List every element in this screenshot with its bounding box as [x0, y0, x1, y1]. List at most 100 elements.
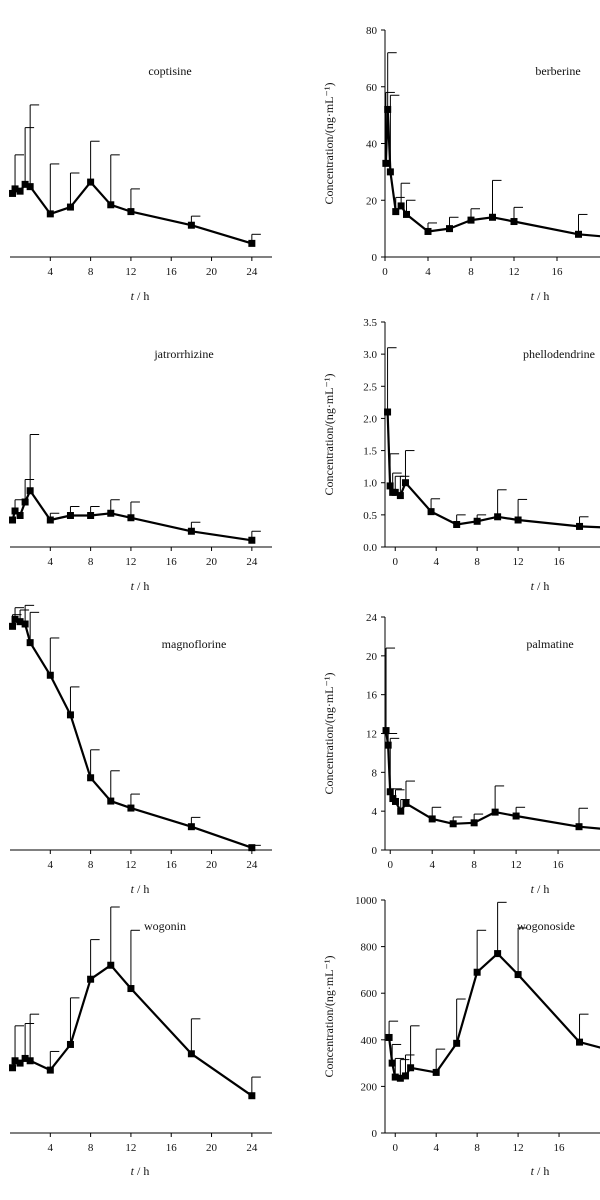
y-tick-label: 3.5: [363, 317, 377, 329]
data-point: [66, 512, 74, 519]
data-point: [16, 618, 24, 626]
series-line: [11, 618, 253, 849]
data-point: [46, 210, 54, 218]
chart-title: palmatine: [526, 637, 573, 651]
data-point: [21, 1054, 29, 1062]
x-axis-title: t / h: [131, 1164, 150, 1178]
x-tick-label: 12: [509, 266, 520, 278]
x-tick-label: 4: [48, 1142, 54, 1154]
x-axis-title-var: t: [531, 1164, 535, 1178]
x-tick-label: 4: [429, 859, 435, 871]
x-tick-label: 8: [468, 266, 474, 278]
chart-panel-1: 4 8 12 16 20 24 t / h coptisine: [9, 64, 272, 303]
x-axis-title: t / h: [531, 882, 550, 896]
x-tick-label: 12: [125, 266, 136, 278]
data-point: [453, 1039, 461, 1047]
data-point: [248, 844, 256, 852]
x-tick-label: 4: [48, 859, 54, 871]
chart-panel-5: 4 8 12 16 20 24 t / h magnoflorine: [9, 604, 272, 896]
chart-title: wogonoside: [517, 919, 575, 933]
x-tick-label: 0: [392, 556, 398, 568]
chart-title: wogonin: [144, 919, 186, 933]
chart-title: coptisine: [148, 64, 191, 78]
data-point: [9, 622, 17, 630]
data-point: [473, 968, 481, 976]
x-tick-label: 8: [474, 556, 480, 568]
x-axis-title-unit: / h: [534, 289, 549, 303]
chart-title: magnoflorine: [162, 637, 227, 651]
data-point: [21, 498, 29, 506]
data-point: [473, 517, 481, 525]
data-point: [397, 807, 405, 815]
x-axis-title: t / h: [131, 882, 150, 896]
data-point: [388, 1059, 396, 1067]
data-point: [514, 516, 522, 524]
data-point: [470, 819, 478, 827]
data-point: [26, 183, 34, 191]
x-axis-title-unit: / h: [134, 289, 149, 303]
x-tick-label: 0: [392, 1142, 398, 1154]
data-point: [424, 227, 432, 235]
data-point: [46, 516, 54, 524]
data-point: [510, 218, 518, 226]
data-point: [576, 522, 584, 530]
data-point: [575, 230, 582, 238]
x-axis-title-var: t: [131, 579, 135, 593]
data-point: [575, 823, 583, 831]
data-point: [87, 774, 95, 782]
data-point: [87, 178, 95, 186]
x-tick-label: 8: [88, 556, 94, 568]
data-point: [427, 508, 435, 516]
x-tick-label: 0: [382, 266, 388, 278]
y-tick-label: 20: [366, 195, 378, 207]
data-point: [494, 950, 502, 958]
y-tick-label: 0.0: [363, 542, 377, 554]
x-tick-label: 16: [166, 1142, 178, 1154]
x-tick-label: 16: [554, 556, 566, 568]
x-axis-title: t / h: [531, 289, 550, 303]
data-point: [127, 985, 135, 993]
x-tick-label: 12: [125, 859, 136, 871]
data-point: [107, 201, 115, 209]
x-tick-label: 4: [425, 266, 431, 278]
x-tick-label: 8: [88, 859, 94, 871]
data-point: [491, 808, 499, 816]
data-point: [127, 208, 135, 216]
x-axis-title-var: t: [131, 289, 135, 303]
data-point: [428, 815, 436, 823]
data-point: [16, 187, 24, 195]
data-point: [391, 797, 399, 805]
x-tick-label: 24: [246, 859, 258, 871]
data-point: [16, 512, 24, 519]
x-axis-title-var: t: [531, 289, 535, 303]
x-axis-title-unit: / h: [534, 1164, 549, 1178]
data-point: [21, 180, 29, 188]
chart-panel-7: 4 8 12 16 20 24 t / h wogonin: [9, 906, 272, 1178]
x-tick-label: 4: [433, 556, 439, 568]
x-axis-title: t / h: [531, 1164, 550, 1178]
data-point: [21, 620, 29, 628]
x-tick-label: 4: [48, 556, 54, 568]
chart-panel-3: 4 8 12 16 20 24 t / h jatrorrhizine: [9, 347, 272, 593]
data-point: [407, 1064, 415, 1072]
x-tick-label: 16: [552, 266, 564, 278]
data-point: [127, 804, 135, 812]
y-tick-label: 1000: [355, 895, 378, 907]
x-tick-label: 12: [513, 556, 524, 568]
y-tick-label: 1.0: [363, 478, 377, 490]
data-point: [16, 1059, 24, 1067]
data-point: [107, 509, 115, 517]
data-point: [384, 105, 392, 113]
x-axis-title-unit: / h: [534, 882, 549, 896]
data-point: [382, 159, 390, 167]
data-point: [512, 812, 520, 820]
y-tick-label: 2.0: [363, 413, 377, 425]
y-tick-label: 0: [372, 845, 378, 857]
x-tick-label: 24: [246, 1142, 258, 1154]
data-point: [87, 975, 95, 983]
y-tick-label: 200: [361, 1081, 378, 1093]
data-point: [9, 516, 17, 524]
data-point: [396, 492, 404, 500]
data-point: [46, 671, 54, 679]
